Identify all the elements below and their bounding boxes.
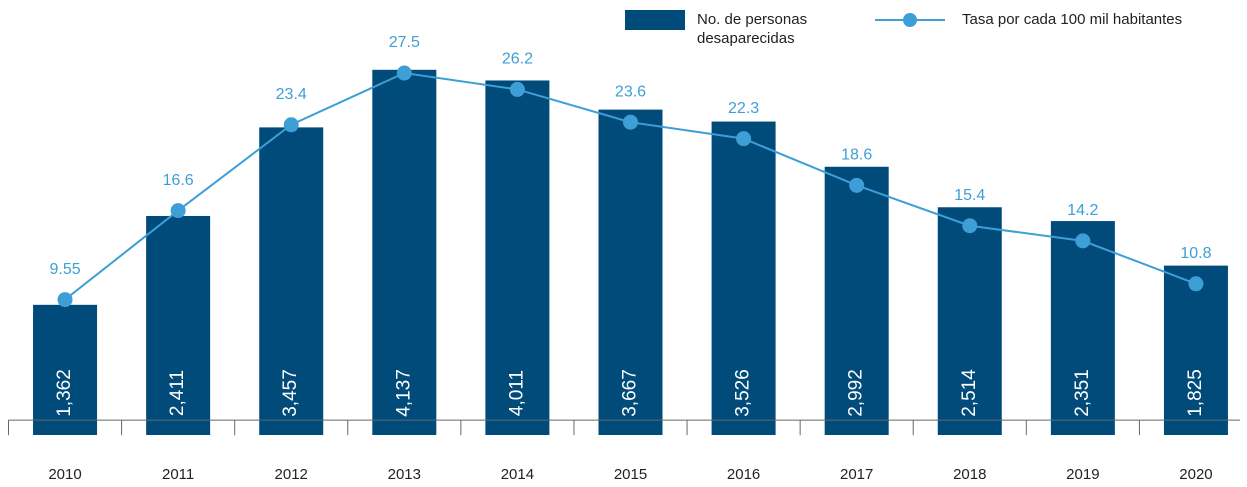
bar [485, 80, 550, 435]
rate-point [1075, 233, 1091, 249]
rate-point [1188, 276, 1204, 292]
bar-value-label: 2,351 [1072, 369, 1093, 417]
x-tick-label: 2010 [48, 466, 81, 483]
rate-value-label: 18.6 [841, 147, 872, 164]
bar-value-label: 3,457 [280, 369, 301, 417]
bar [598, 109, 663, 435]
rate-point [57, 292, 73, 308]
rate-value-label: 16.6 [163, 172, 194, 189]
x-tick-label: 2017 [840, 466, 873, 483]
bar [1050, 221, 1115, 435]
x-tick-label: 2013 [388, 466, 421, 483]
bar-value-label: 1,825 [1185, 369, 1206, 417]
bar [259, 127, 324, 435]
rate-point [509, 81, 525, 97]
rate-point [623, 114, 638, 130]
bar [937, 207, 1002, 435]
bar-value-label: 2,411 [167, 370, 188, 416]
bar-value-label: 4,011 [506, 370, 527, 416]
rate-point [736, 131, 752, 147]
legend-swatch-dot [903, 13, 917, 27]
rate-value-label: 23.6 [615, 83, 646, 100]
bar [372, 69, 437, 436]
x-tick-label: 2015 [614, 466, 647, 483]
x-tick-label: 2020 [1179, 466, 1212, 483]
bar-value-label: 3,667 [620, 369, 641, 417]
x-tick-label: 2014 [501, 466, 534, 483]
bar-value-label: 1,362 [54, 369, 75, 417]
rate-point [962, 218, 978, 234]
x-tick-label: 2011 [162, 466, 194, 483]
x-tick-label: 2016 [727, 466, 760, 483]
legend-swatch-bar [625, 10, 685, 30]
bar-value-label: 2,514 [959, 369, 980, 417]
rate-value-label: 14.2 [1067, 202, 1098, 219]
rate-value-label: 22.3 [728, 100, 759, 117]
x-tick-label: 2012 [275, 466, 308, 483]
rate-value-label: 9.55 [49, 261, 80, 278]
rate-value-label: 26.2 [502, 51, 533, 68]
bar-value-label: 3,526 [733, 369, 754, 417]
x-tick-label: 2018 [953, 466, 986, 483]
legend-label: Tasa por cada 100 mil habitantes [962, 11, 1183, 28]
bar [146, 215, 211, 435]
bar [711, 121, 776, 435]
rate-point [396, 65, 412, 81]
bar-value-label: 4,137 [393, 369, 414, 417]
legend-label: No. de personas desaparecidas [697, 11, 808, 47]
bar-value-label: 2,992 [846, 369, 867, 417]
rate-value-label: 27.5 [389, 34, 420, 51]
bar [33, 304, 98, 435]
bar [1163, 265, 1228, 435]
bar [824, 166, 889, 436]
rate-point [283, 117, 299, 133]
rate-value-label: 10.8 [1180, 245, 1211, 262]
x-tick-label: 2019 [1066, 466, 1099, 483]
rate-point [170, 203, 186, 219]
rate-value-label: 23.4 [276, 86, 307, 103]
rate-point [849, 177, 865, 193]
rate-value-label: 15.4 [954, 187, 985, 204]
